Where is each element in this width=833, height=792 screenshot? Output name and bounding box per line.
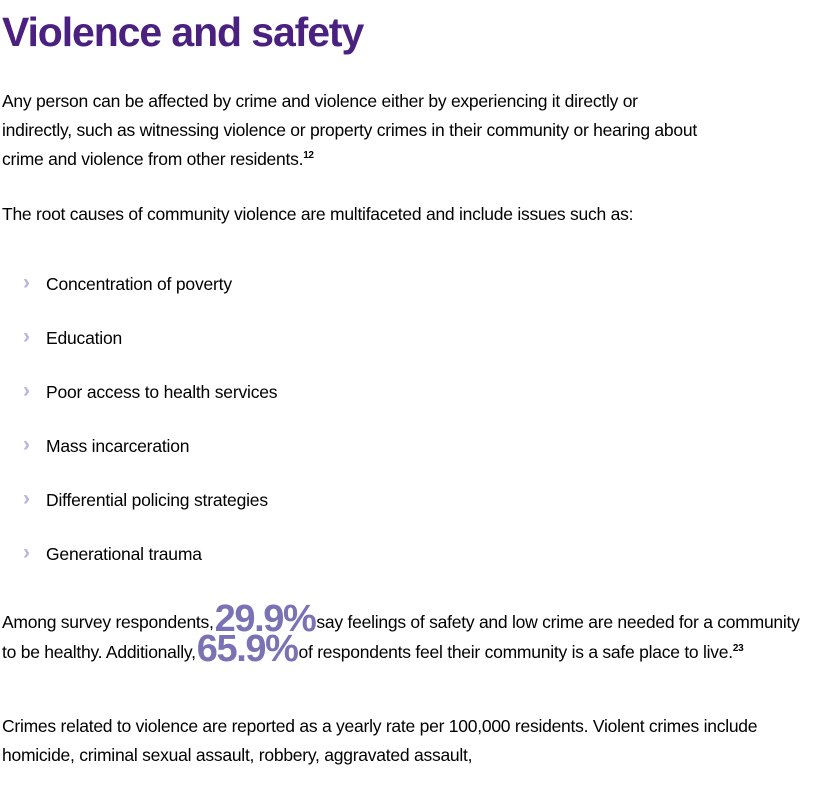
chevron-right-icon: › <box>23 487 30 510</box>
intro-reference-superscript: 12 <box>303 150 314 162</box>
list-item-label: Generational trauma <box>46 544 202 564</box>
intro-paragraph: Any person can be affected by crime and … <box>2 87 702 174</box>
chevron-right-icon: › <box>23 541 30 564</box>
statistic-value-safe-place: 65.9% <box>196 628 299 670</box>
statistics-lead-text: Among survey respondents, <box>2 612 214 632</box>
list-item: › Mass incarceration <box>0 433 600 488</box>
chevron-right-icon: › <box>23 325 30 348</box>
statistics-middle-text-b: of respondents feel their community is a… <box>298 642 734 662</box>
list-item-label: Mass incarceration <box>46 436 190 456</box>
list-item-label: Poor access to health services <box>46 382 278 402</box>
list-item-label: Education <box>46 328 123 348</box>
intro-paragraph-text: Any person can be affected by crime and … <box>2 91 697 169</box>
list-item: › Poor access to health services <box>0 379 600 434</box>
statistic-value-safety: 29.9% <box>214 598 317 640</box>
final-paragraph: Crimes related to violence are reported … <box>2 716 758 765</box>
list-item-label: Concentration of poverty <box>46 274 232 294</box>
chevron-right-icon: › <box>23 379 30 402</box>
statistics-reference-superscript: 23 <box>732 643 744 655</box>
root-causes-lead-paragraph: The root causes of community violence ar… <box>2 204 634 224</box>
list-item: › Concentration of poverty <box>0 271 600 326</box>
statistics-middle-text-a: say feelings of safety and low crime are… <box>2 612 800 662</box>
chevron-right-icon: › <box>23 271 30 294</box>
page-title: Violence and safety <box>2 9 364 55</box>
list-item-label: Differential policing strategies <box>46 490 268 510</box>
chevron-right-icon: › <box>23 433 30 456</box>
list-item: › Generational trauma <box>0 541 600 596</box>
list-item: › Differential policing strategies <box>0 487 600 542</box>
statistics-paragraph: Among survey respondents,29.9%say feelin… <box>2 600 802 670</box>
list-item: › Education <box>0 325 600 380</box>
root-causes-list: › Concentration of poverty › Education ›… <box>0 271 600 596</box>
